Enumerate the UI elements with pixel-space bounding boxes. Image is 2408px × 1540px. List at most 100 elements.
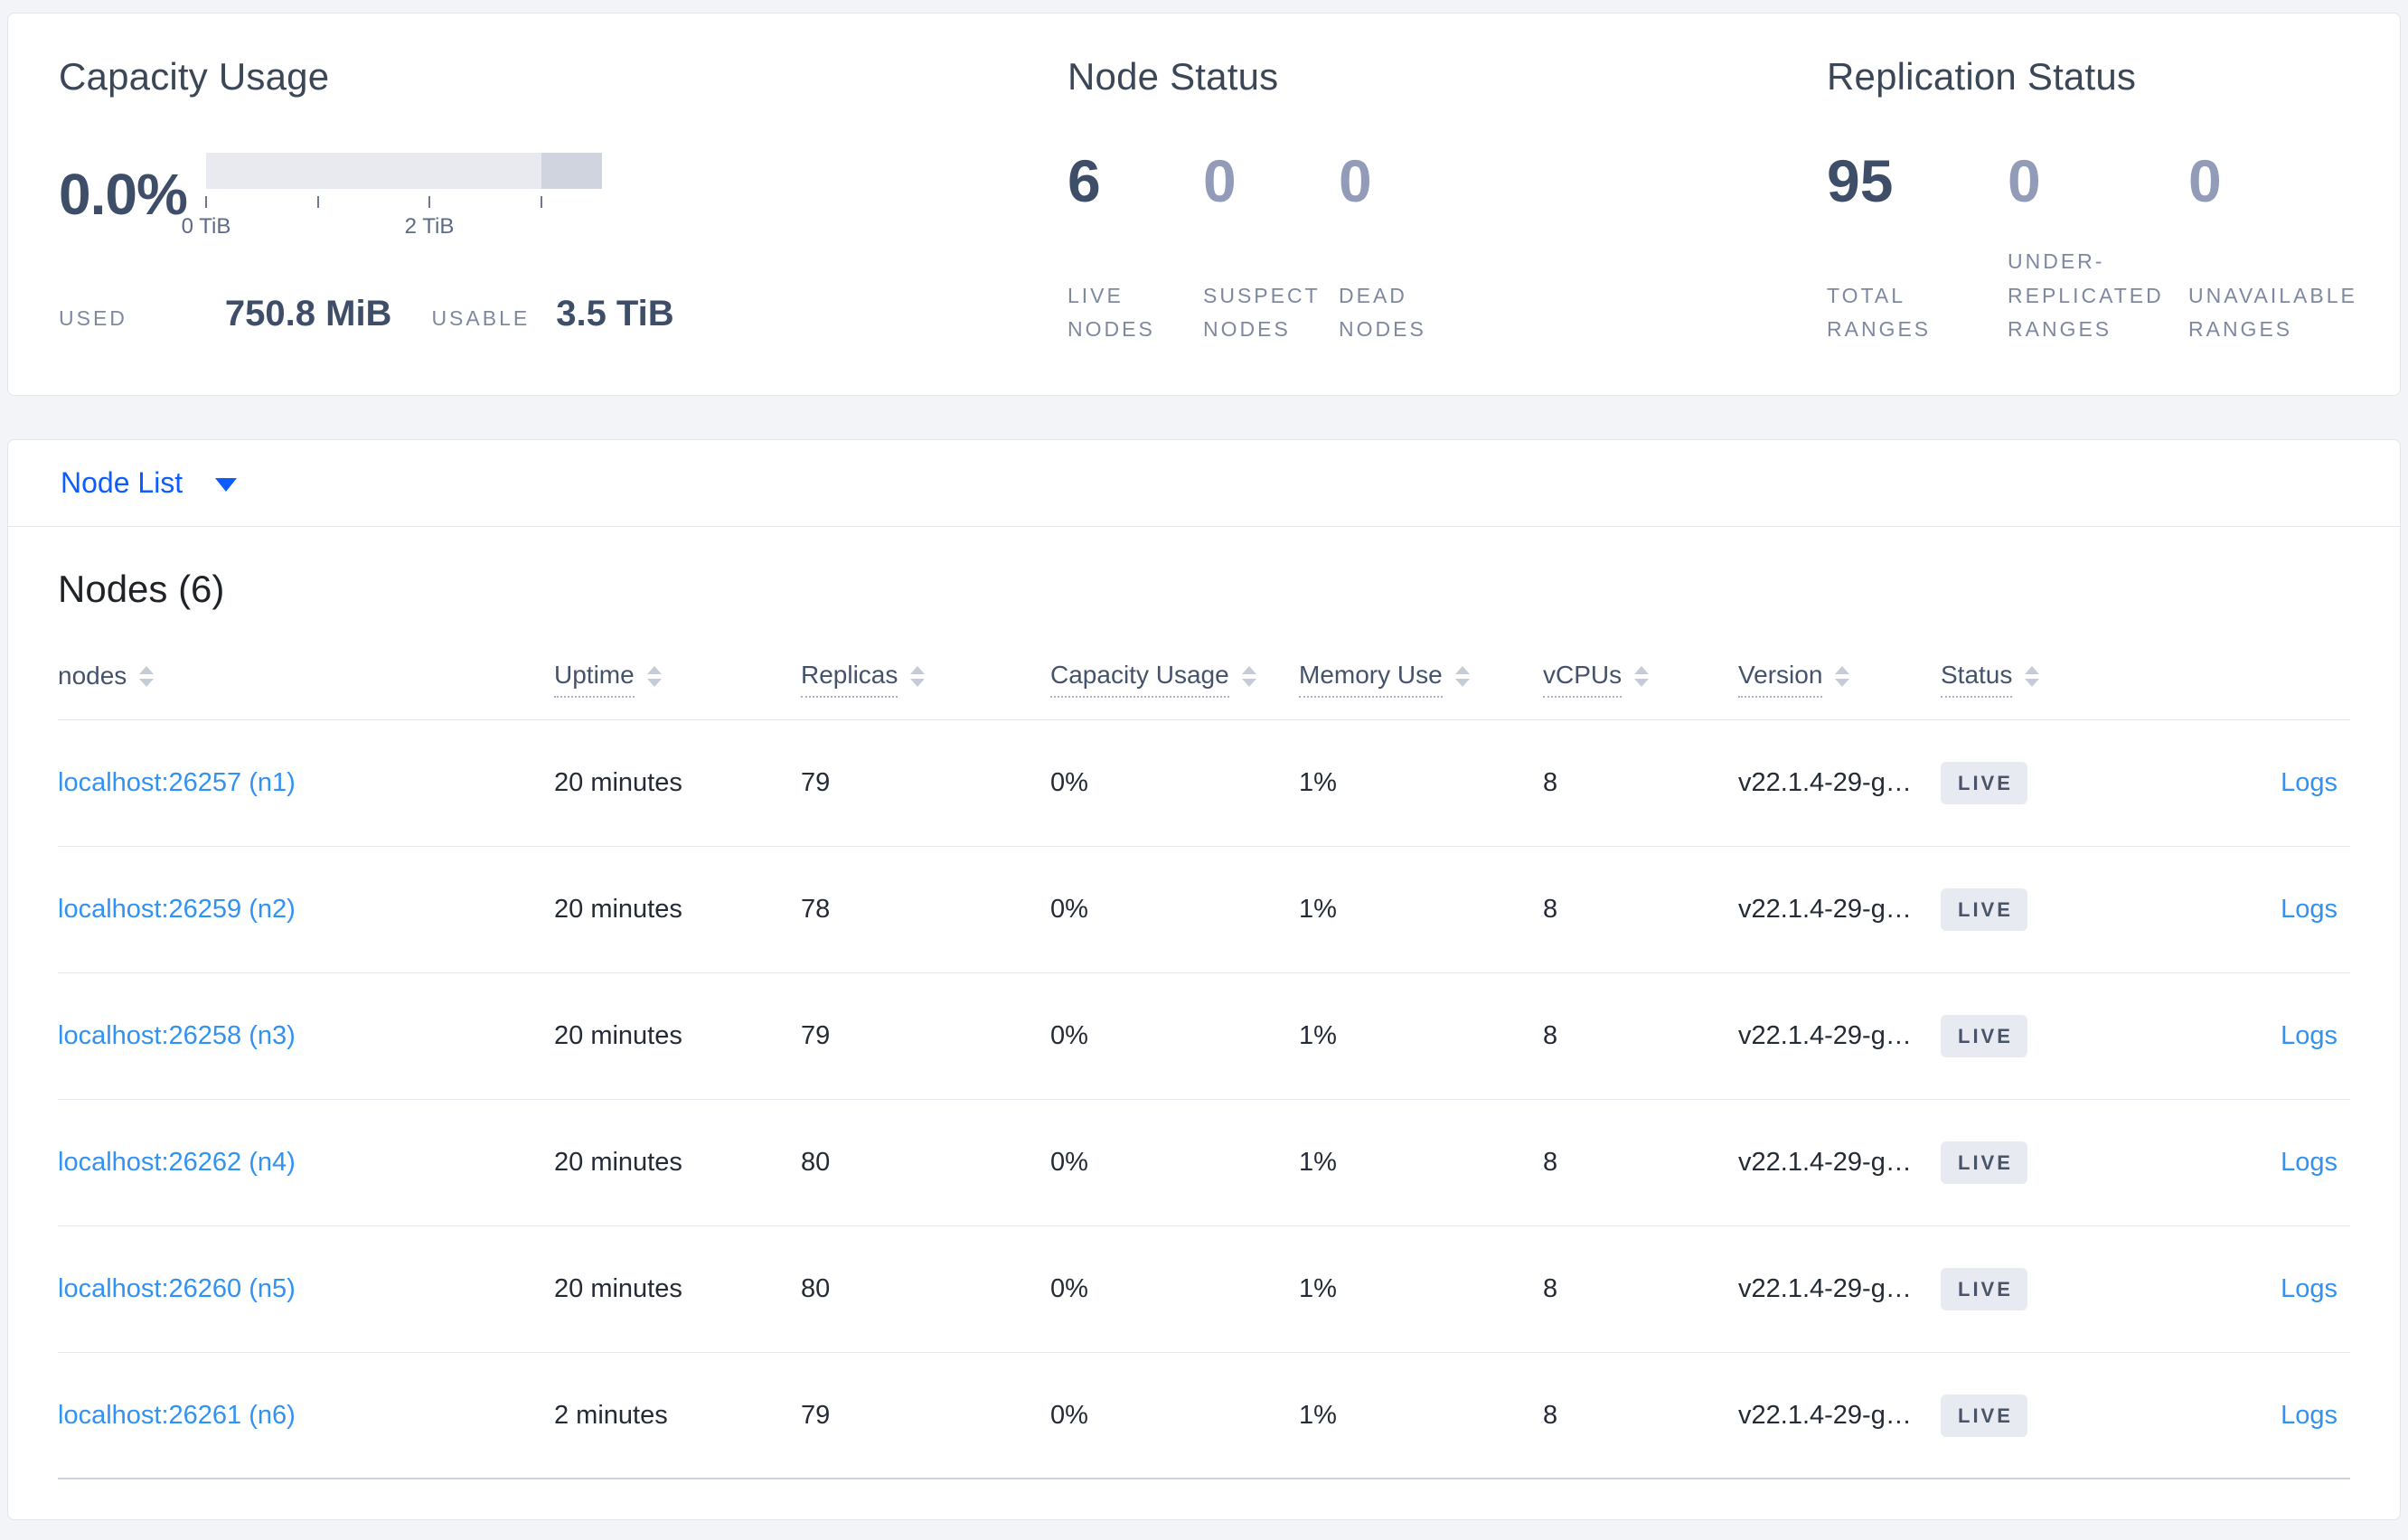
column-header-capacity-usage[interactable]: Capacity Usage bbox=[1050, 661, 1299, 698]
axis-tick-mark bbox=[428, 196, 430, 208]
capacity-stats: USED 750.8 MiB USABLE 3.5 TiB bbox=[59, 294, 1068, 334]
axis-tick-mark bbox=[541, 196, 542, 208]
chevron-down-icon bbox=[215, 478, 238, 492]
axis-tick-label: 0 TiB bbox=[181, 214, 231, 239]
node-address-link[interactable]: localhost:26258 (n3) bbox=[58, 1021, 296, 1050]
memory-use-cell: 1% bbox=[1299, 1021, 1337, 1050]
capacity-percent-value: 0.0% bbox=[59, 162, 188, 227]
sort-icon bbox=[139, 666, 155, 687]
table-row: localhost:26258 (n3) 20 minutes 79 0% 1%… bbox=[58, 973, 2350, 1100]
nodes-table-title: Nodes (6) bbox=[58, 568, 225, 610]
column-header-label: Memory Use bbox=[1299, 661, 1443, 698]
usable-label: USABLE bbox=[431, 306, 531, 330]
sort-icon bbox=[1241, 666, 1256, 687]
memory-use-cell: 1% bbox=[1299, 1148, 1337, 1177]
replicas-cell: 80 bbox=[801, 1148, 831, 1177]
capacity-usage-cell: 0% bbox=[1050, 1148, 1088, 1177]
column-header-replicas[interactable]: Replicas bbox=[801, 661, 1050, 698]
node-status-title: Node Status bbox=[1068, 55, 1279, 98]
logs-link[interactable]: Logs bbox=[2281, 1274, 2337, 1303]
capacity-usage-chart: 0.0% 0 TiB 2 TiB bbox=[59, 153, 1068, 239]
stat-label: TOTAL RANGES bbox=[1827, 283, 1932, 341]
node-address-link[interactable]: localhost:26257 (n1) bbox=[58, 768, 296, 797]
logs-link[interactable]: Logs bbox=[2281, 1148, 2337, 1177]
stat-label: DEAD NODES bbox=[1339, 283, 1426, 341]
stat-value: 0 bbox=[2008, 147, 2041, 214]
logs-link[interactable]: Logs bbox=[2281, 895, 2337, 924]
capacity-usage-section: Capacity Usage 0.0% 0 TiB 2 TiB U bbox=[59, 53, 1068, 395]
node-address-link[interactable]: localhost:26262 (n4) bbox=[58, 1148, 296, 1177]
axis-tick-label: 2 TiB bbox=[404, 214, 455, 239]
vcpus-cell: 8 bbox=[1543, 895, 1558, 924]
stat-block: 95 TOTAL RANGES bbox=[1827, 151, 2008, 346]
sort-icon bbox=[1634, 666, 1650, 687]
axis-tick-mark bbox=[205, 196, 207, 208]
sort-icon bbox=[2025, 666, 2040, 687]
table-row: localhost:26261 (n6) 2 minutes 79 0% 1% … bbox=[58, 1353, 2350, 1479]
column-header-status[interactable]: Status bbox=[1941, 661, 2163, 698]
column-header-memory-use[interactable]: Memory Use bbox=[1299, 661, 1543, 698]
uptime-cell: 20 minutes bbox=[554, 895, 682, 924]
stat-block: 0 SUSPECT NODES bbox=[1203, 151, 1339, 346]
stat-block: 6 LIVE NODES bbox=[1068, 151, 1203, 346]
logs-link[interactable]: Logs bbox=[2281, 768, 2337, 797]
column-header-label: Status bbox=[1941, 661, 2013, 698]
version-cell: v22.1.4-29-g… bbox=[1738, 1274, 1912, 1303]
replication-status-stats: 95 TOTAL RANGES 0 UNDER-REPLICATED RANGE… bbox=[1827, 151, 2400, 346]
column-header-label: Uptime bbox=[554, 661, 635, 698]
stat-value: 0 bbox=[2188, 147, 2222, 214]
table-row: localhost:26257 (n1) 20 minutes 79 0% 1%… bbox=[58, 720, 2350, 847]
table-row: localhost:26259 (n2) 20 minutes 78 0% 1%… bbox=[58, 847, 2350, 973]
axis-tick bbox=[541, 196, 542, 208]
logs-link[interactable]: Logs bbox=[2281, 1400, 2337, 1430]
nodes-table-body: localhost:26257 (n1) 20 minutes 79 0% 1%… bbox=[58, 720, 2350, 1479]
column-header-vcpus[interactable]: vCPUs bbox=[1543, 661, 1738, 698]
vcpus-cell: 8 bbox=[1543, 1274, 1558, 1303]
version-cell: v22.1.4-29-g… bbox=[1738, 895, 1912, 924]
uptime-cell: 20 minutes bbox=[554, 768, 682, 797]
capacity-usage-cell: 0% bbox=[1050, 1274, 1088, 1303]
capacity-usage-title: Capacity Usage bbox=[59, 55, 330, 98]
stat-value: 95 bbox=[1827, 147, 1894, 214]
cluster-summary-card: Capacity Usage 0.0% 0 TiB 2 TiB U bbox=[7, 13, 2401, 396]
column-header-version[interactable]: Version bbox=[1738, 661, 1941, 698]
replicas-cell: 79 bbox=[801, 768, 831, 797]
table-row: localhost:26260 (n5) 20 minutes 80 0% 1%… bbox=[58, 1226, 2350, 1353]
node-list-dropdown-label: Node List bbox=[61, 466, 183, 499]
nodes-table-section: Nodes (6) nodes Uptime Replicas Capacity… bbox=[8, 527, 2400, 1519]
stat-label: LIVE NODES bbox=[1068, 283, 1155, 341]
column-header-uptime[interactable]: Uptime bbox=[554, 661, 801, 698]
version-cell: v22.1.4-29-g… bbox=[1738, 1148, 1912, 1177]
version-cell: v22.1.4-29-g… bbox=[1738, 768, 1912, 797]
column-header-nodes[interactable]: nodes bbox=[58, 662, 554, 697]
stat-label: UNAVAILABLE RANGES bbox=[2188, 283, 2357, 341]
column-header-label: Capacity Usage bbox=[1050, 661, 1229, 698]
stat-block: 0 UNDER-REPLICATED RANGES bbox=[2008, 151, 2188, 346]
capacity-axis: 0 TiB 2 TiB bbox=[182, 189, 602, 239]
sort-icon bbox=[1835, 666, 1850, 687]
node-address-link[interactable]: localhost:26259 (n2) bbox=[58, 895, 296, 924]
axis-tick-mark bbox=[317, 196, 319, 208]
memory-use-cell: 1% bbox=[1299, 895, 1337, 924]
vcpus-cell: 8 bbox=[1543, 1021, 1558, 1050]
stat-label: SUSPECT NODES bbox=[1203, 283, 1321, 341]
stat-value: 0 bbox=[1339, 147, 1372, 214]
table-row: localhost:26262 (n4) 20 minutes 80 0% 1%… bbox=[58, 1100, 2350, 1226]
status-badge: LIVE bbox=[1941, 1268, 2027, 1310]
memory-use-cell: 1% bbox=[1299, 768, 1337, 797]
node-address-link[interactable]: localhost:26260 (n5) bbox=[58, 1274, 296, 1303]
axis-tick: 2 TiB bbox=[405, 196, 454, 239]
capacity-bar-overflow-segment bbox=[541, 153, 602, 189]
column-header-label: nodes bbox=[58, 662, 127, 690]
node-status-section: Node Status 6 LIVE NODES 0 SUSPECT NODES… bbox=[1068, 53, 1827, 395]
status-badge: LIVE bbox=[1941, 1394, 2027, 1437]
stat-value: 0 bbox=[1203, 147, 1237, 214]
status-badge: LIVE bbox=[1941, 762, 2027, 804]
memory-use-cell: 1% bbox=[1299, 1400, 1337, 1430]
logs-link[interactable]: Logs bbox=[2281, 1021, 2337, 1050]
node-address-link[interactable]: localhost:26261 (n6) bbox=[58, 1400, 296, 1430]
node-list-dropdown[interactable]: Node List bbox=[8, 440, 2400, 527]
stat-block: 0 DEAD NODES bbox=[1339, 151, 1474, 346]
sort-icon bbox=[646, 666, 662, 687]
